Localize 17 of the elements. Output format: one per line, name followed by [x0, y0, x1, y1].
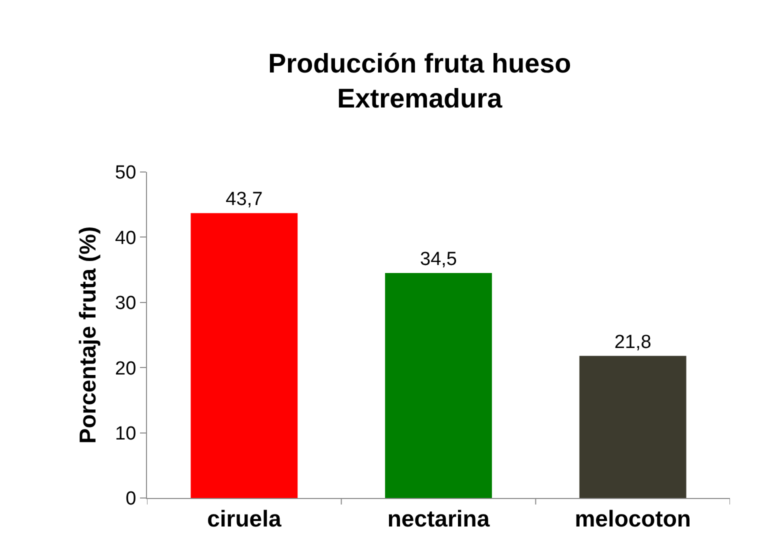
- x-tick-label: melocoton: [574, 506, 691, 532]
- data-label: 43,7: [226, 189, 263, 210]
- bar: [385, 273, 492, 498]
- y-tick-label: 20: [115, 358, 136, 380]
- chart-title: Producción fruta hueso Extremadura: [268, 48, 572, 114]
- bar: [579, 356, 686, 498]
- y-axis-title: Porcentaje fruta (%): [74, 226, 101, 444]
- x-tick-label: ciruela: [207, 506, 282, 532]
- y-tick-label: 10: [115, 423, 136, 444]
- bar: [190, 213, 298, 498]
- y-tick-label: 50: [115, 162, 136, 184]
- x-tick-label: nectarina: [387, 506, 490, 532]
- y-tick-label: 30: [115, 293, 136, 314]
- y-tick-label: 40: [115, 228, 136, 249]
- data-label: 34,5: [420, 249, 457, 270]
- y-tick-label: 0: [126, 488, 136, 510]
- data-label: 21,8: [614, 332, 652, 353]
